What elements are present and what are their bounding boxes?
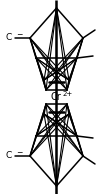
Text: −: −: [16, 30, 23, 40]
Text: C: C: [6, 152, 12, 160]
Text: C: C: [6, 34, 12, 42]
Text: Cr: Cr: [50, 92, 60, 102]
Text: −: −: [16, 148, 23, 158]
Text: 2+: 2+: [62, 91, 73, 97]
